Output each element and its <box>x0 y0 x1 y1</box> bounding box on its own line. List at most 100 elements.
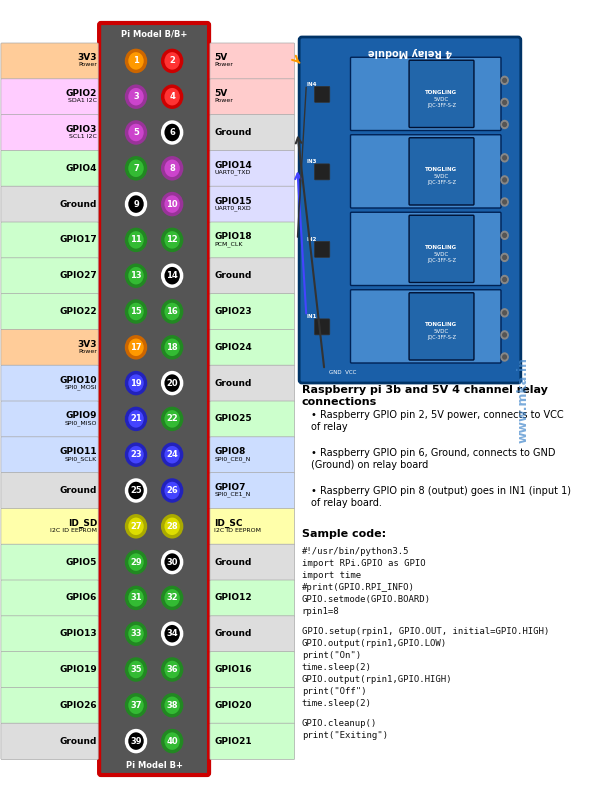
Circle shape <box>501 254 508 262</box>
Text: GPIO24: GPIO24 <box>214 342 252 352</box>
Text: Ground: Ground <box>60 486 98 495</box>
Text: 37: 37 <box>130 701 142 710</box>
FancyBboxPatch shape <box>210 150 295 186</box>
Text: 3V3: 3V3 <box>78 54 98 62</box>
FancyBboxPatch shape <box>210 186 295 222</box>
Circle shape <box>127 552 145 573</box>
Circle shape <box>501 275 508 283</box>
Text: • Raspberry GPIO pin 2, 5V power, connects to VCC
of relay: • Raspberry GPIO pin 2, 5V power, connec… <box>311 410 563 432</box>
Circle shape <box>162 480 181 501</box>
Circle shape <box>503 255 506 259</box>
Text: Ground: Ground <box>214 378 252 388</box>
Text: 35: 35 <box>130 665 142 674</box>
Text: 27: 27 <box>130 522 142 531</box>
FancyBboxPatch shape <box>409 293 474 360</box>
Text: 11: 11 <box>130 235 142 245</box>
Circle shape <box>162 86 181 107</box>
Text: SPI0_CE0_N: SPI0_CE0_N <box>214 456 251 462</box>
Text: 23: 23 <box>130 450 142 459</box>
Circle shape <box>162 230 181 250</box>
Text: 13: 13 <box>130 271 142 280</box>
Text: GPIO.setmode(GPIO.BOARD): GPIO.setmode(GPIO.BOARD) <box>302 595 431 604</box>
Circle shape <box>162 50 181 71</box>
Text: ID_SD: ID_SD <box>68 518 98 528</box>
FancyBboxPatch shape <box>1 509 98 545</box>
Circle shape <box>162 659 181 680</box>
FancyBboxPatch shape <box>210 651 295 688</box>
FancyBboxPatch shape <box>1 330 98 366</box>
Text: print("On"): print("On") <box>302 651 361 660</box>
Text: GPIO.cleanup(): GPIO.cleanup() <box>302 719 377 728</box>
FancyBboxPatch shape <box>1 687 98 724</box>
Text: 36: 36 <box>167 665 178 674</box>
Circle shape <box>503 200 506 204</box>
Text: 21: 21 <box>130 414 142 423</box>
Text: JQC-3FF-S-Z: JQC-3FF-S-Z <box>427 180 456 186</box>
Text: Ground: Ground <box>60 737 98 746</box>
FancyBboxPatch shape <box>1 150 98 186</box>
Text: 4 Relay Module: 4 Relay Module <box>368 47 452 57</box>
Text: 18: 18 <box>167 342 178 352</box>
Text: 20: 20 <box>167 378 178 388</box>
Text: 29: 29 <box>130 558 142 566</box>
FancyBboxPatch shape <box>299 37 521 383</box>
Circle shape <box>127 408 145 430</box>
Text: 28: 28 <box>167 522 178 531</box>
Circle shape <box>162 408 181 430</box>
FancyBboxPatch shape <box>350 212 501 286</box>
Text: www.mka.in: www.mka.in <box>517 357 530 443</box>
Text: 25: 25 <box>130 486 142 495</box>
Text: GPIO22: GPIO22 <box>60 307 98 316</box>
FancyBboxPatch shape <box>210 222 295 258</box>
Text: Pi Model B+: Pi Model B+ <box>126 762 183 770</box>
Circle shape <box>127 516 145 537</box>
Text: 12: 12 <box>166 235 178 245</box>
Text: I2C ID EEPROM: I2C ID EEPROM <box>214 528 261 533</box>
Text: print("Exiting"): print("Exiting") <box>302 731 388 740</box>
FancyBboxPatch shape <box>99 23 209 775</box>
FancyBboxPatch shape <box>1 294 98 330</box>
FancyBboxPatch shape <box>350 290 501 363</box>
Circle shape <box>162 694 181 716</box>
Text: GPIO27: GPIO27 <box>60 271 98 280</box>
Text: GPIO23: GPIO23 <box>214 307 252 316</box>
FancyBboxPatch shape <box>1 651 98 688</box>
Text: 30: 30 <box>167 558 178 566</box>
Text: GPIO7: GPIO7 <box>214 483 246 492</box>
Text: import RPi.GPIO as GPIO: import RPi.GPIO as GPIO <box>302 559 425 568</box>
Text: GPIO20: GPIO20 <box>214 701 252 710</box>
FancyBboxPatch shape <box>1 186 98 222</box>
Text: Ground: Ground <box>214 271 252 280</box>
Text: 22: 22 <box>166 414 178 423</box>
Text: IN2: IN2 <box>306 237 317 242</box>
Text: 5VDC: 5VDC <box>434 252 449 257</box>
Text: GPIO8: GPIO8 <box>214 447 246 456</box>
Circle shape <box>127 158 145 179</box>
Text: 7: 7 <box>133 164 139 173</box>
Text: GND  VCC: GND VCC <box>329 370 356 374</box>
Text: Power: Power <box>214 62 233 67</box>
Text: TONGLING: TONGLING <box>425 167 458 172</box>
Text: • Raspberry GPIO pin 6, Ground, connects to GND
(Ground) on relay board: • Raspberry GPIO pin 6, Ground, connects… <box>311 448 555 470</box>
Circle shape <box>162 444 181 465</box>
Text: ID_SC: ID_SC <box>214 518 243 528</box>
Circle shape <box>127 86 145 107</box>
Circle shape <box>501 331 508 339</box>
Text: GPIO19: GPIO19 <box>60 665 98 674</box>
Circle shape <box>501 309 508 317</box>
Text: TONGLING: TONGLING <box>425 90 458 95</box>
Text: GPIO.output(rpin1,GPIO.HIGH): GPIO.output(rpin1,GPIO.HIGH) <box>302 675 452 684</box>
FancyBboxPatch shape <box>210 687 295 724</box>
FancyBboxPatch shape <box>1 544 98 581</box>
FancyBboxPatch shape <box>1 258 98 294</box>
Circle shape <box>127 337 145 358</box>
FancyBboxPatch shape <box>1 580 98 616</box>
Circle shape <box>162 301 181 322</box>
Text: JQC-3FF-S-Z: JQC-3FF-S-Z <box>427 103 456 108</box>
Text: UART0_TXD: UART0_TXD <box>214 170 251 175</box>
Text: import time: import time <box>302 571 361 580</box>
Text: 3: 3 <box>133 92 139 102</box>
Text: 32: 32 <box>167 594 178 602</box>
Text: Power: Power <box>79 62 98 67</box>
Text: 8: 8 <box>170 164 175 173</box>
